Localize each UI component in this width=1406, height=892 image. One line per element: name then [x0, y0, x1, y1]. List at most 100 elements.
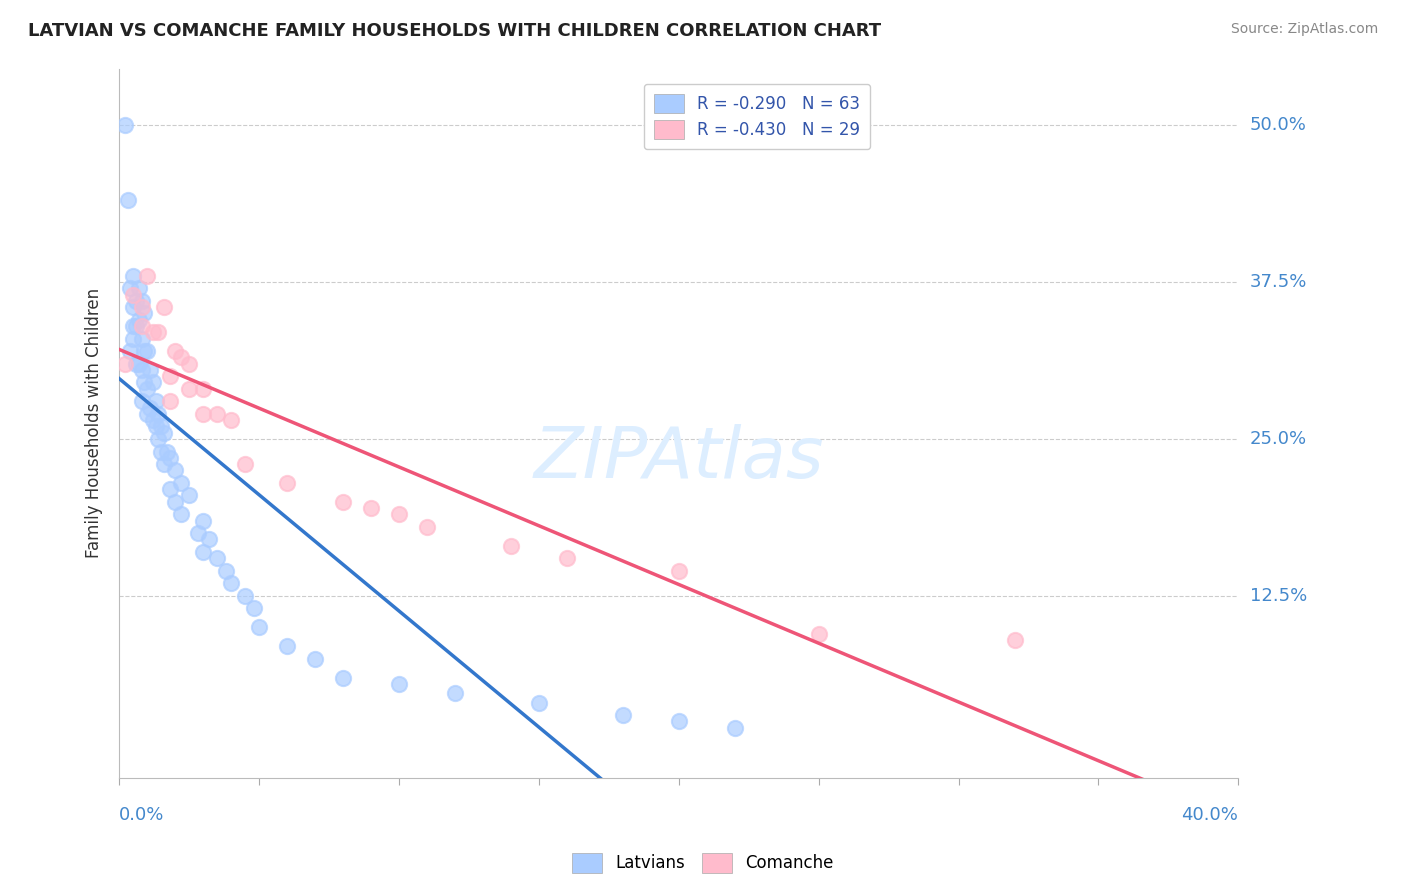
Point [219, 576, 242, 591]
Point [724, 721, 747, 735]
Text: 12.5%: 12.5% [1250, 587, 1306, 605]
Point [205, 551, 228, 566]
Point [555, 551, 578, 566]
Point [142, 376, 165, 390]
Point [527, 696, 550, 710]
Point [170, 508, 193, 522]
Point [205, 407, 228, 421]
Point [416, 520, 439, 534]
Point [131, 318, 153, 333]
Point [165, 344, 187, 359]
Point [388, 677, 411, 691]
Point [131, 394, 153, 409]
Point [117, 194, 139, 208]
Legend: R = -0.290   N = 63, R = -0.430   N = 29: R = -0.290 N = 63, R = -0.430 N = 29 [644, 84, 870, 149]
Point [134, 306, 156, 320]
Point [131, 300, 153, 314]
Text: 50.0%: 50.0% [1250, 116, 1306, 134]
Point [142, 413, 165, 427]
Point [668, 564, 690, 578]
Point [198, 533, 221, 547]
Point [136, 382, 159, 396]
Point [276, 639, 298, 653]
Text: 37.5%: 37.5% [1250, 273, 1308, 291]
Point [170, 351, 193, 365]
Point [165, 463, 187, 477]
Point [219, 413, 242, 427]
Point [139, 401, 162, 415]
Point [233, 457, 256, 471]
Point [165, 494, 187, 508]
Point [134, 344, 156, 359]
Legend: Latvians, Comanche: Latvians, Comanche [565, 847, 841, 880]
Point [122, 318, 145, 333]
Point [125, 318, 148, 333]
Point [131, 331, 153, 345]
Point [136, 268, 159, 283]
Text: LATVIAN VS COMANCHE FAMILY HOUSEHOLDS WITH CHILDREN CORRELATION CHART: LATVIAN VS COMANCHE FAMILY HOUSEHOLDS WI… [28, 22, 882, 40]
Point [193, 545, 215, 559]
Point [136, 344, 159, 359]
Point [122, 268, 145, 283]
Point [179, 357, 201, 371]
Point [128, 281, 150, 295]
Point [148, 432, 170, 446]
Point [193, 407, 215, 421]
Point [122, 287, 145, 301]
Text: Source: ZipAtlas.com: Source: ZipAtlas.com [1230, 22, 1378, 37]
Point [187, 526, 209, 541]
Point [125, 357, 148, 371]
Point [136, 407, 159, 421]
Point [145, 419, 167, 434]
Point [148, 325, 170, 339]
Point [142, 325, 165, 339]
Point [128, 312, 150, 326]
Point [125, 293, 148, 308]
Point [612, 708, 634, 723]
Point [193, 382, 215, 396]
Text: 0.0%: 0.0% [120, 806, 165, 824]
Point [1004, 632, 1026, 647]
Point [139, 363, 162, 377]
Text: 40.0%: 40.0% [1181, 806, 1239, 824]
Point [120, 344, 142, 359]
Point [304, 651, 326, 665]
Point [150, 419, 173, 434]
Point [444, 685, 467, 699]
Point [193, 514, 215, 528]
Point [179, 488, 201, 502]
Point [159, 369, 181, 384]
Point [159, 394, 181, 409]
Point [114, 118, 136, 132]
Point [145, 394, 167, 409]
Point [332, 671, 354, 685]
Point [179, 382, 201, 396]
Point [128, 357, 150, 371]
Point [170, 475, 193, 490]
Point [122, 331, 145, 345]
Point [153, 425, 176, 440]
Point [332, 494, 354, 508]
Point [233, 589, 256, 603]
Point [360, 501, 382, 516]
Text: ZIPAtlas: ZIPAtlas [533, 425, 824, 493]
Point [388, 508, 411, 522]
Point [122, 300, 145, 314]
Text: 25.0%: 25.0% [1250, 430, 1306, 448]
Point [156, 444, 179, 458]
Point [131, 363, 153, 377]
Point [153, 457, 176, 471]
Point [807, 626, 830, 640]
Point [131, 293, 153, 308]
Point [668, 714, 690, 729]
Point [214, 564, 236, 578]
Point [134, 376, 156, 390]
Point [148, 407, 170, 421]
Point [114, 357, 136, 371]
Point [159, 482, 181, 496]
Point [242, 601, 264, 615]
Point [499, 539, 522, 553]
Point [247, 620, 270, 634]
Point [150, 444, 173, 458]
Point [120, 281, 142, 295]
